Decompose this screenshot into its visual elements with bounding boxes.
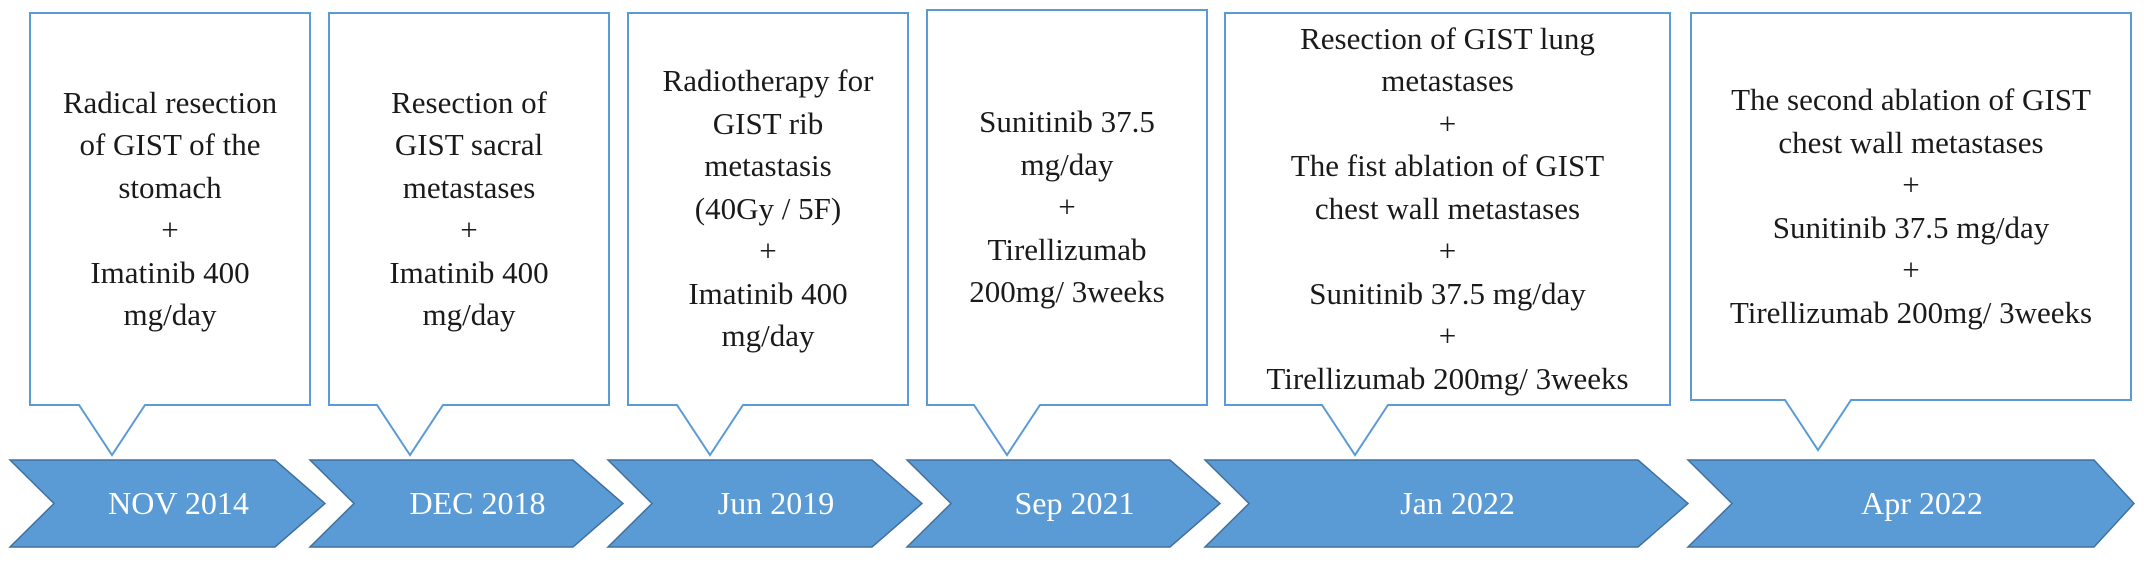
event-description: Resection of GIST sacral metastases + Imatin… — [329, 13, 609, 405]
event-description: Sunitinib 37.5 mg/day + Tirellizumab 200mg/ … — [927, 10, 1207, 405]
plus-separator: + — [1902, 167, 1920, 202]
event-line: Tirellizumab — [987, 231, 1147, 267]
event-line: Imatinib 400 — [90, 254, 250, 290]
event-description: Resection of GIST lung metastases + The fis… — [1225, 13, 1670, 405]
plus-separator: + — [1902, 252, 1920, 287]
event-line: Radical resection — [62, 84, 278, 120]
event-date-label: Jan 2022 — [1400, 485, 1515, 521]
plus-separator: + — [1438, 105, 1457, 141]
plus-separator: + — [460, 212, 478, 247]
event-date-label: Apr 2022 — [1861, 485, 1983, 521]
event-date-label: NOV 2014 — [108, 485, 249, 521]
event-line: stomach — [118, 169, 222, 205]
event-line: of GIST of the — [79, 127, 261, 162]
event-callout-box — [328, 12, 610, 457]
event-line: Tirellizumab 200mg/ 3weeks — [1266, 360, 1629, 396]
event-date-label: Sep 2021 — [1014, 485, 1135, 521]
plus-separator: + — [1438, 233, 1457, 269]
plus-separator: + — [1438, 318, 1457, 354]
event-line: metastases — [402, 169, 536, 205]
event-line: Resection of GIST lung — [1300, 20, 1595, 56]
event-callout-box — [1224, 12, 1671, 457]
event-line: mg/day — [721, 318, 815, 354]
date-chevron — [905, 459, 1222, 548]
plus-separator: + — [759, 233, 777, 269]
event-line: metastases — [1381, 63, 1514, 99]
date-chevron — [308, 459, 625, 548]
event-line: Imatinib 400 — [688, 275, 848, 311]
event-line: mg/day — [1020, 146, 1114, 182]
event-line: Sunitinib 37.5 mg/day — [1772, 209, 2050, 245]
event-line: Radiotherapy for — [662, 63, 874, 99]
plus-separator: + — [161, 212, 179, 247]
event-line: GIST rib — [712, 105, 824, 141]
plus-separator: + — [1058, 189, 1076, 225]
event-callout-box — [926, 9, 1208, 457]
date-chevron — [606, 459, 924, 548]
event-line: (40Gy / 5F) — [694, 190, 842, 226]
event-line: 200mg/ 3weeks — [969, 274, 1165, 310]
event-line: chest wall metastases — [1778, 124, 2044, 160]
event-line: metastasis — [704, 148, 832, 184]
event-line: The second ablation of GIST — [1731, 82, 2091, 117]
event-line: GIST sacral — [394, 127, 544, 162]
event-date-label: Jun 2019 — [717, 485, 835, 521]
event-description: Radiotherapy for GIST rib metastasis (40Gy … — [628, 13, 908, 405]
event-line: Imatinib 400 — [389, 254, 549, 290]
date-chevron — [8, 459, 327, 548]
event-line: The fist ablation of GIST — [1290, 148, 1605, 184]
event-callout-box — [1690, 12, 2132, 452]
event-line: Tirellizumab 200mg/ 3weeks — [1729, 294, 2093, 330]
event-date-label: DEC 2018 — [409, 485, 546, 521]
date-chevron — [1686, 459, 2136, 548]
event-line: mg/day — [123, 297, 217, 332]
event-description: The second ablation of GIST chest wall me… — [1691, 13, 2131, 400]
event-line: mg/day — [422, 297, 516, 332]
event-callout-box — [627, 12, 909, 457]
event-line: chest wall metastases — [1314, 190, 1581, 226]
date-chevron — [1203, 459, 1690, 548]
event-line: Sunitinib 37.5 — [979, 104, 1155, 140]
event-line: Sunitinib 37.5 mg/day — [1309, 275, 1586, 311]
event-description: Radical resection of GIST of the stomach + I… — [30, 13, 310, 405]
event-callout-box — [29, 12, 311, 457]
event-line: Resection of — [391, 84, 547, 120]
